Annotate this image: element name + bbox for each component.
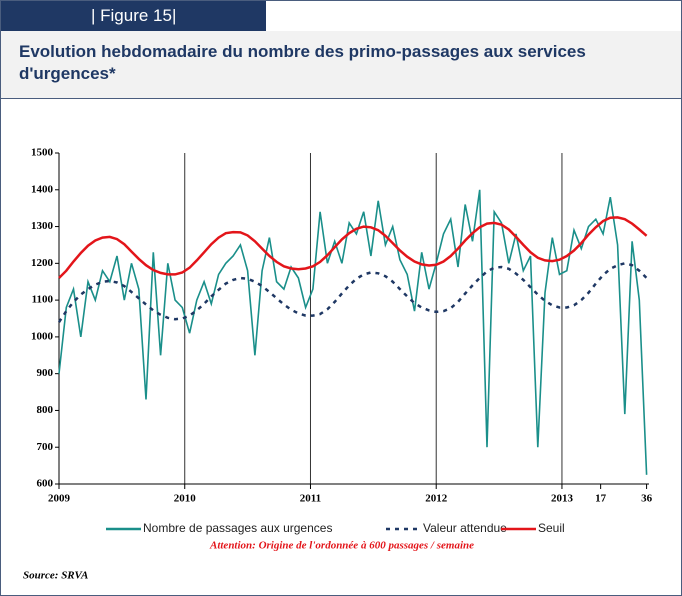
y-tick-label: 1000	[31, 330, 54, 342]
y-tick-label: 800	[37, 404, 54, 416]
y-tick-label: 1400	[31, 183, 54, 195]
y-tick-label: 1200	[31, 257, 54, 269]
x-tick-label: 17	[595, 493, 607, 505]
y-tick-label: 700	[37, 441, 54, 453]
x-tick-label: 2010	[174, 493, 197, 505]
figure-label: | Figure 15|	[1, 1, 266, 31]
y-tick-label: 1100	[32, 294, 54, 306]
chart-title: Evolution hebdomadaire du nombre des pri…	[1, 31, 681, 99]
y-tick-label: 1300	[31, 220, 54, 232]
legend-label: Seuil	[538, 521, 565, 535]
chart: Attention: Origine de l'ordonnée à 600 p…	[23, 147, 653, 582]
legend-label: Nombre de passages aux urgences	[143, 521, 332, 535]
series-line	[58, 189, 648, 475]
annotation: Attention: Origine de l'ordonnée à 600 p…	[209, 540, 474, 552]
series-line	[57, 262, 648, 323]
legend-label: Valeur attendue	[423, 521, 507, 535]
series-line	[58, 216, 648, 279]
x-tick-label: 36	[641, 493, 653, 505]
x-tick-label: 2013	[551, 493, 574, 505]
x-tick-label: 2009	[48, 493, 71, 505]
source: Source: SRVA	[23, 570, 88, 582]
y-tick-label: 900	[37, 367, 54, 379]
y-tick-label: 600	[37, 478, 54, 490]
y-tick-label: 1500	[31, 147, 54, 159]
x-tick-label: 2012	[425, 493, 448, 505]
x-tick-label: 2011	[300, 493, 321, 505]
